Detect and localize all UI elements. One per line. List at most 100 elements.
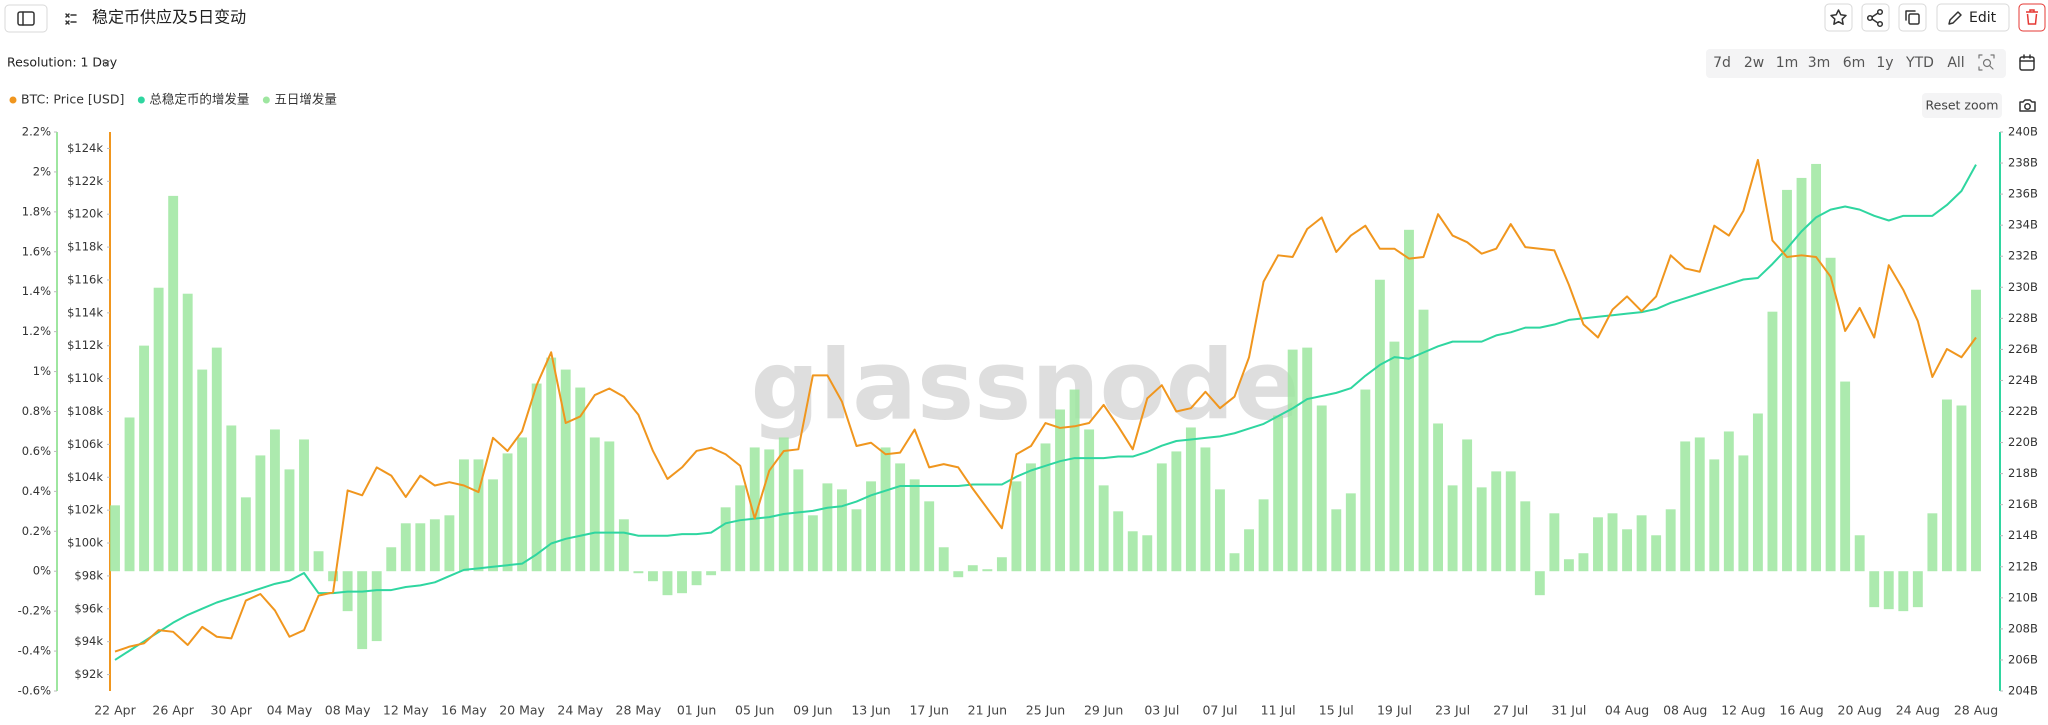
bar: [1971, 289, 1981, 572]
x-tick-label: 27 Jul: [1493, 703, 1528, 718]
star-button[interactable]: [1824, 3, 1853, 32]
bar: [415, 523, 426, 572]
legend-marker: [262, 96, 270, 104]
bar: [1200, 447, 1211, 572]
bar: [909, 479, 920, 572]
x-tick-label: 08 May: [325, 703, 371, 718]
x-tick-label: 30 Apr: [211, 703, 253, 718]
legend-label: BTC: Price [USD]: [21, 92, 124, 107]
range-button[interactable]: 3m: [1808, 55, 1831, 71]
bar: [473, 459, 484, 572]
bar: [1912, 571, 1923, 608]
y-tick-label: $118k: [67, 240, 103, 254]
bar: [1433, 423, 1443, 572]
y-tick-label: 222B: [2008, 404, 2038, 418]
y-tick-label: $108k: [67, 404, 103, 418]
bar: [822, 483, 833, 572]
y-tick-label: 218B: [2008, 466, 2038, 480]
resolution-select[interactable]: Resolution: 1 Day: [7, 55, 118, 70]
range-button[interactable]: 6m: [1843, 55, 1866, 71]
zoom-select-button[interactable]: [1978, 54, 1995, 71]
bar: [807, 515, 818, 572]
bar: [124, 417, 135, 572]
bar: [1593, 517, 1603, 572]
bar: [371, 571, 382, 642]
bar: [386, 547, 397, 572]
x-tick-label: 09 Jun: [793, 703, 832, 718]
bar: [589, 437, 600, 572]
bar: [1825, 257, 1836, 572]
bar: [1273, 415, 1284, 572]
plot-area: [110, 158, 1981, 661]
bar: [1869, 571, 1880, 608]
x-tick-label: 04 Aug: [1605, 703, 1649, 718]
x-tick-label: 13 Jun: [851, 703, 890, 718]
share-button[interactable]: [1861, 3, 1890, 32]
bar: [1127, 531, 1138, 572]
reset-zoom-button[interactable]: Reset zoom: [1922, 93, 2002, 118]
bar: [1171, 451, 1182, 572]
bar: [851, 509, 862, 572]
edit-button[interactable]: Edit: [1936, 3, 2010, 32]
bar: [764, 449, 775, 572]
screenshot-button[interactable]: [2019, 99, 2036, 112]
bar: [357, 571, 368, 650]
range-button[interactable]: 7d: [1713, 55, 1731, 71]
bar: [1709, 459, 1720, 572]
y-tick-label: $110k: [67, 371, 103, 385]
x-tick-label: 07 Jul: [1202, 703, 1237, 718]
bar: [1665, 509, 1676, 572]
bar: [1956, 405, 1967, 572]
bar: [1476, 487, 1487, 572]
bar: [648, 571, 658, 582]
legend-label: 总稳定币的增发量: [149, 92, 249, 107]
x-tick-label: 26 Apr: [152, 703, 194, 718]
y-tick-label: 214B: [2008, 528, 2038, 542]
range-button[interactable]: 1m: [1776, 55, 1799, 71]
bar: [618, 519, 629, 572]
bar: [1840, 381, 1851, 572]
y-tick-label: $106k: [67, 437, 103, 451]
bar: [226, 425, 237, 572]
bar: [1142, 535, 1153, 572]
bar: [153, 287, 164, 572]
range-button[interactable]: 2w: [1744, 55, 1764, 71]
bar: [967, 565, 978, 572]
y-tick-label: 212B: [2008, 559, 2038, 573]
x-tick-label: 20 Aug: [1838, 703, 1882, 718]
legend: BTC: Price [USD] 总稳定币的增发量 五日增发量: [9, 92, 337, 107]
copy-button[interactable]: [1898, 3, 1927, 32]
x-tick-label: 31 Jul: [1551, 703, 1586, 718]
range-button[interactable]: YTD: [1905, 55, 1934, 71]
x-tick-label: 28 Aug: [1954, 703, 1998, 718]
y-tick-label: 1.8%: [22, 204, 51, 218]
resolution-label: Resolution: 1 Day: [7, 55, 118, 70]
bar: [1767, 311, 1778, 572]
y-tick-label: 226B: [2008, 342, 2038, 356]
bar: [1215, 489, 1225, 572]
y-tick-label: 2%: [33, 164, 51, 178]
y-tick-label: 230B: [2008, 280, 2038, 294]
y-tick-label: $114k: [67, 305, 103, 319]
bar: [197, 369, 208, 572]
delete-button[interactable]: [2018, 3, 2046, 32]
bar: [1680, 441, 1691, 572]
x-tick-label: 03 Jul: [1144, 703, 1179, 718]
bar: [1287, 349, 1298, 572]
bar: [793, 469, 804, 572]
bar: [517, 437, 528, 572]
y-tick-label: 2.2%: [22, 125, 51, 139]
bar: [1694, 437, 1705, 572]
bar: [284, 469, 295, 572]
calendar-button[interactable]: [2019, 54, 2035, 71]
reset-zoom-label: Reset zoom: [1926, 98, 1999, 113]
sidebar-toggle[interactable]: [4, 4, 48, 33]
range-button[interactable]: 1y: [1876, 55, 1893, 71]
bar: [1563, 559, 1574, 572]
range-button[interactable]: All: [1947, 55, 1964, 71]
y-tick-label: 236B: [2008, 187, 2038, 201]
bar: [1113, 511, 1124, 572]
bar: [1316, 405, 1327, 572]
bar: [1258, 499, 1269, 572]
